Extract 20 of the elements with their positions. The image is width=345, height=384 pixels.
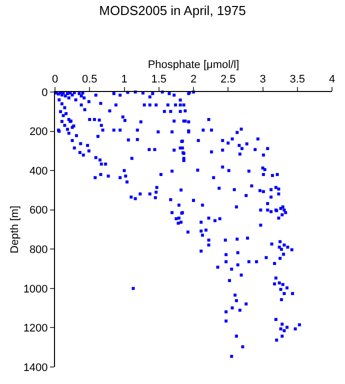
x-tick-label: 2.5 [220,74,236,86]
x-tick-label: 0 [52,74,58,86]
x-tick-label: 0.5 [82,74,98,86]
x-tick-label: 4 [328,74,336,86]
y-tick-label: 800 [29,244,48,256]
x-tick-label: 1 [121,74,128,86]
y-tick-label: 1200 [23,322,48,335]
x-axis-title: Phosphate [μmol/l] [148,59,240,72]
y-tick-label: 400 [29,165,48,178]
y-axis-title: Depth [m] [8,206,21,254]
y-tick-label: 200 [29,126,48,138]
chart-title: MODS2005 in April, 1975 [99,2,246,18]
y-tick-label: 600 [29,204,48,217]
y-tick-label: 0 [42,86,48,99]
y-tick-label: 1000 [23,283,48,296]
x-tick-label: 3.5 [290,74,306,86]
x-tick-label: 3 [260,74,266,86]
x-tick-label: 2 [190,74,197,86]
x-tick-label: 1.5 [151,74,167,86]
y-tick-label: 1400 [23,362,48,374]
